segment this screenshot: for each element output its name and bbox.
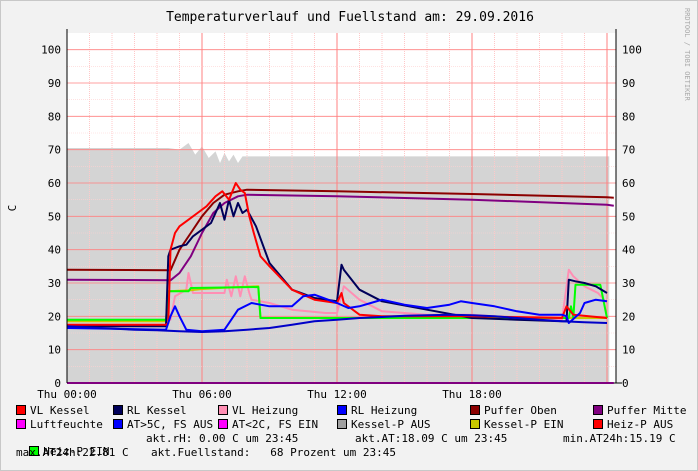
y-tick-label-left: 60 <box>48 177 61 190</box>
y-tick-label-right: 30 <box>622 277 635 290</box>
series-puffer-mitte <box>66 193 614 282</box>
fill-level-area <box>67 143 610 383</box>
y-tick-label-left: 10 <box>48 344 61 357</box>
legend-swatch <box>113 405 123 415</box>
series-at-5c-fs-aus <box>66 313 608 333</box>
y-tick-label-right: 0 <box>622 377 629 390</box>
legend-item: RL Heizung <box>337 404 417 418</box>
legend-item: VL Kessel <box>16 404 90 418</box>
status-max: max.AT24h:22.81 C <box>16 446 129 459</box>
x-tick-label: Thu 12:00 <box>307 388 367 400</box>
y-tick-label-left: 80 <box>48 110 61 123</box>
y-tick-label-right: 50 <box>622 210 635 223</box>
legend-label: RL Kessel <box>127 404 187 417</box>
legend-label: Heiz-P EIN <box>43 445 110 458</box>
legend-label: Puffer Mitte <box>607 404 687 417</box>
series-rl-heizung <box>66 293 608 333</box>
y-tick-label-right: 20 <box>622 310 635 323</box>
legend-item: Puffer Mitte <box>593 404 686 418</box>
y-tick-label-left: 20 <box>48 310 61 323</box>
legend-swatch <box>593 419 603 429</box>
legend-swatch <box>29 446 40 456</box>
x-tick-label: Thu 18:00 <box>442 388 502 400</box>
legend-swatch <box>470 405 480 415</box>
legend-label: Luftfeuchte <box>30 418 103 431</box>
legend-label: VL Kessel <box>30 404 90 417</box>
y-tick-label-right: 10 <box>622 344 635 357</box>
y-tick-label-left: 90 <box>48 77 61 90</box>
legend-item: Kessel-P EIN <box>470 418 563 432</box>
y-tick-label-left: 70 <box>48 144 61 157</box>
y-tick-label-right: 90 <box>622 77 635 90</box>
legend-item: VL Heizung <box>218 404 298 418</box>
y-tick-label-right: 60 <box>622 177 635 190</box>
chart: Temperaturverlauf und Fuellstand am: 29.… <box>6 8 691 400</box>
legend-item: AT<2C, FS EIN <box>218 418 318 432</box>
legend-swatch <box>113 419 123 429</box>
status-heizp: Heiz-P EIN <box>16 432 109 458</box>
legend-label: VL Heizung <box>232 404 299 417</box>
legend-label: Kessel-P AUS <box>351 418 431 431</box>
status-fuellstand: akt.Fuellstand: 68 Prozent um 23:45 <box>151 446 397 459</box>
legend-label: RL Heizung <box>351 404 418 417</box>
legend-swatch <box>218 419 228 429</box>
legend-item: Heiz-P AUS <box>593 418 673 432</box>
y-tick-label-left: 100 <box>41 44 61 57</box>
y-tick-label-left: 50 <box>48 210 61 223</box>
legend-swatch <box>337 405 347 415</box>
y-axis-label: C <box>6 205 19 212</box>
legend-item: Kessel-P AUS <box>337 418 430 432</box>
y-tick-label-left: 40 <box>48 244 61 257</box>
legend-swatch <box>218 405 228 415</box>
status-at: akt.AT:18.09 C um 23:45 <box>355 432 508 445</box>
y-tick-label-right: 70 <box>622 144 635 157</box>
legend-swatch <box>337 419 347 429</box>
chart-title: Temperaturverlauf und Fuellstand am: 29.… <box>166 10 534 25</box>
status-rh: akt.rH: 0.00 C um 23:45 <box>146 432 299 445</box>
legend-label: Kessel-P EIN <box>484 418 564 431</box>
x-tick-label: Thu 06:00 <box>172 388 232 400</box>
legend-label: AT<2C, FS EIN <box>232 418 319 431</box>
y-tick-label-right: 100 <box>622 44 642 57</box>
y-tick-label-right: 40 <box>622 244 635 257</box>
y-tick-label-left: 30 <box>48 277 61 290</box>
y-tick-label-right: 80 <box>622 110 635 123</box>
legend-label: AT>5C, FS AUS <box>127 418 214 431</box>
y-tick-label-left: 0 <box>54 377 61 390</box>
legend-label: Puffer Oben <box>484 404 557 417</box>
legend-swatch <box>16 419 26 429</box>
legend-swatch <box>16 405 26 415</box>
legend-item: Puffer Oben <box>470 404 557 418</box>
legend-swatch <box>593 405 603 415</box>
legend-item: Luftfeuchte <box>16 418 103 432</box>
x-tick-label: Thu 00:00 <box>37 388 97 400</box>
legend-swatch <box>470 419 480 429</box>
legend-item: AT>5C, FS AUS <box>113 418 213 432</box>
watermark: RRDTOOL / TOBI OETIKER <box>683 8 691 102</box>
legend-label: Heiz-P AUS <box>607 418 674 431</box>
status-min: min.AT24h:15.19 C <box>563 432 676 445</box>
legend-item: RL Kessel <box>113 404 187 418</box>
